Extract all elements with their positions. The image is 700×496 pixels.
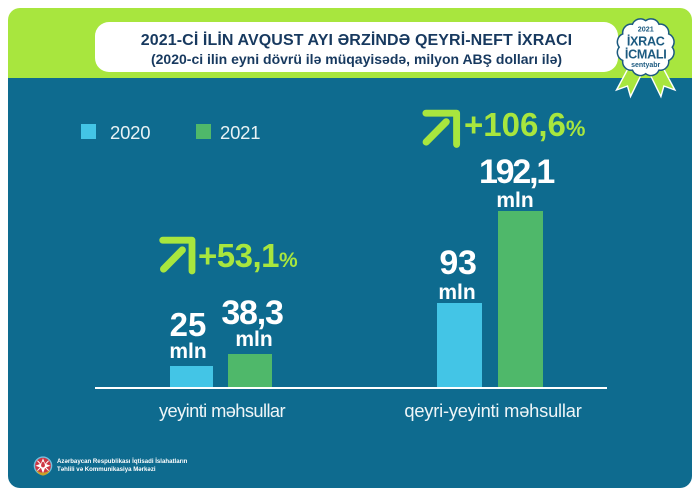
svg-text:sentyabr: sentyabr — [631, 62, 660, 69]
svg-text:İCMALI: İCMALI — [625, 47, 667, 62]
svg-text:İXRAC: İXRAC — [627, 33, 665, 48]
svg-text:2021: 2021 — [638, 25, 654, 34]
